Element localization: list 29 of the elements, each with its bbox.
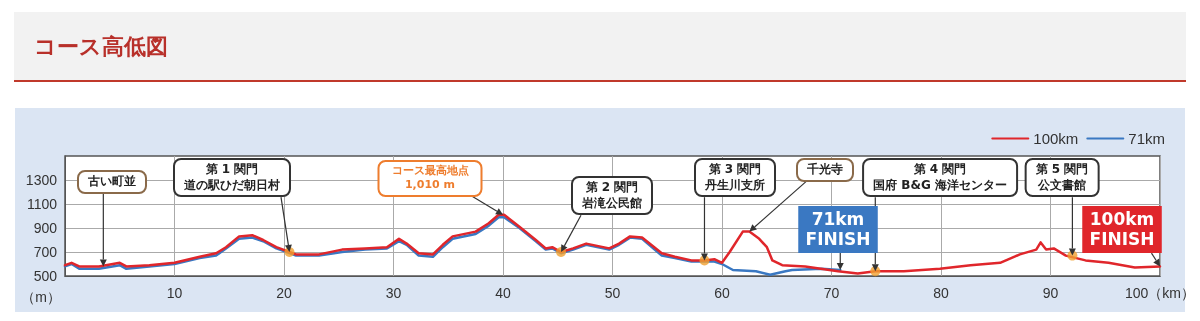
y-axis-title: （m） (21, 289, 61, 305)
y-tick-label: 900 (33, 220, 58, 236)
legend-label: 71km (1128, 130, 1166, 147)
x-tick-label: 60 (714, 285, 730, 301)
annotation: 第 3 関門丹生川支所 (694, 158, 776, 198)
y-tick-label: 1300 (25, 172, 58, 188)
x-tick-label: 30 (385, 285, 402, 301)
annotation: 第 1 関門道の駅ひだ朝日村 (173, 158, 291, 198)
annotation: 100km FINISH (1082, 206, 1162, 254)
annotation: 千光寺 (796, 158, 854, 182)
x-tick-label: 40 (495, 285, 511, 301)
chart-title: コース高低図 (34, 33, 168, 61)
x-tick-label: 10 (166, 285, 183, 301)
x-tick-label: 50 (604, 285, 621, 301)
x-tick-label: 90 (1042, 285, 1059, 301)
annotation: 71km FINISH (798, 206, 878, 254)
annotation: 古い町並 (77, 170, 147, 194)
legend-label: 100km (1033, 130, 1079, 147)
annotation: 第 5 関門公文書館 (1024, 158, 1100, 198)
x-tick-label: 20 (276, 285, 292, 301)
annotation: コース最高地点 1,010 m (377, 160, 483, 197)
x-tick-label: 70 (823, 285, 840, 301)
x-tick-label: 80 (933, 285, 949, 301)
x-tick-label: 100（km） (1124, 285, 1196, 301)
y-tick-label: 1100 (26, 196, 58, 212)
y-tick-label: 500 (33, 268, 58, 284)
y-tick-label: 700 (33, 244, 58, 260)
annotation: 第 2 関門岩滝公民館 (571, 176, 653, 216)
annotation: 第 4 関門国府 B&G 海洋センター (862, 158, 1018, 198)
